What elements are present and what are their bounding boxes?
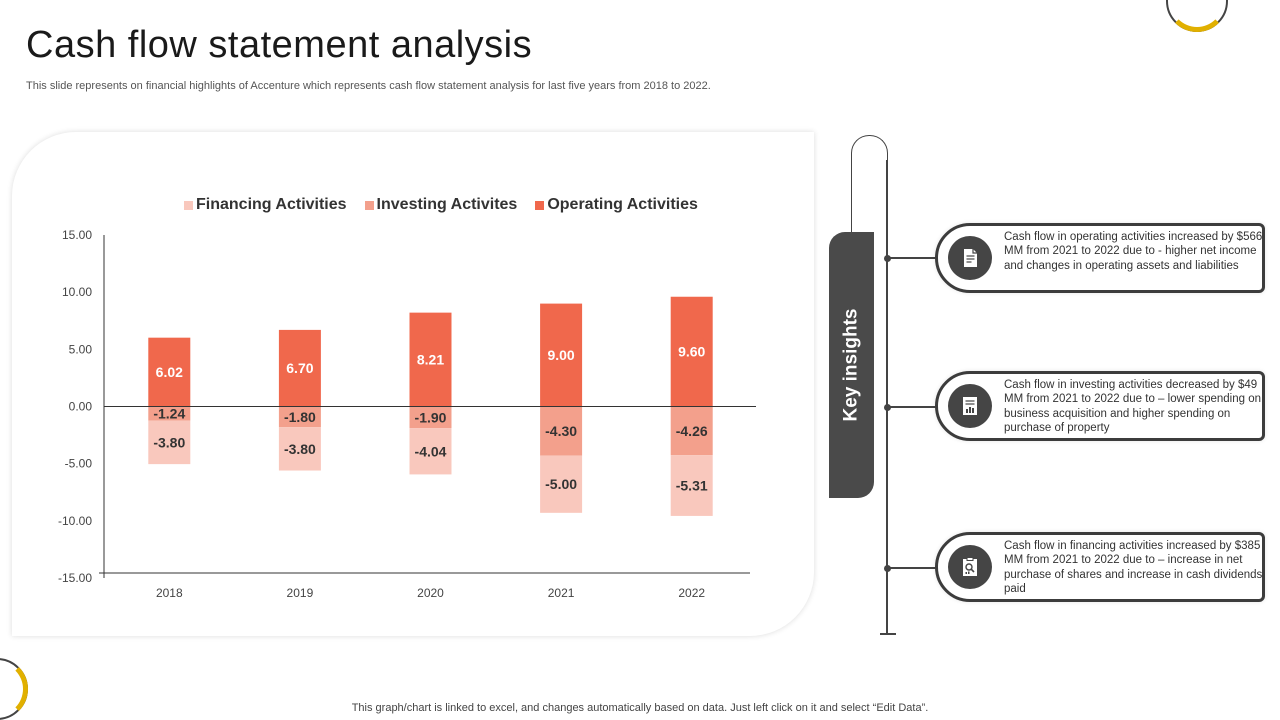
y-tick-label: -15.00 (58, 571, 92, 585)
data-label-investing: -4.26 (676, 423, 708, 439)
timeline-line (886, 160, 888, 634)
insight-card-operating[interactable]: Cash flow in operating activities increa… (935, 223, 1265, 293)
data-label-operating: 8.21 (417, 352, 444, 368)
data-label-investing: -1.80 (284, 409, 316, 425)
document-icon (948, 236, 992, 280)
page-title: Cash flow statement analysis (26, 24, 533, 66)
data-label-financing: -3.80 (284, 441, 316, 457)
timeline-dot-1 (884, 255, 891, 262)
legend-label-operating: Operating Activities (547, 196, 698, 213)
data-label-financing: -4.04 (415, 443, 447, 459)
connector-2 (888, 406, 936, 408)
bar-investing (278, 406, 321, 428)
y-tick-label: 5.00 (69, 342, 93, 356)
data-label-investing: -1.90 (415, 409, 447, 425)
insight-text-operating: Cash flow in operating activities increa… (1004, 231, 1263, 272)
insight-text-financing: Cash flow in financing activities increa… (1004, 540, 1263, 596)
legend-swatch-operating (535, 200, 545, 210)
bar-operating (670, 296, 713, 407)
clipboard-search-icon (948, 545, 992, 589)
bar-investing (409, 406, 452, 429)
bar-operating (278, 329, 321, 407)
insight-card-investing[interactable]: Cash flow in investing activities decrea… (935, 371, 1265, 441)
bar-investing (670, 406, 713, 456)
legend-item-operating: Operating Activities (535, 196, 698, 214)
y-tick-label: 10.00 (62, 285, 92, 299)
bar-operating (148, 337, 191, 407)
x-tick-label: 2019 (287, 586, 314, 600)
data-label-investing: -4.30 (545, 423, 577, 439)
insight-text-investing: Cash flow in investing activities decrea… (1004, 379, 1261, 435)
legend-item-investing: Investing Activites (364, 196, 518, 214)
page-subtitle: This slide represents on financial highl… (26, 80, 711, 92)
footer-note: This graph/chart is linked to excel, and… (351, 702, 929, 714)
timeline-dot-3 (884, 565, 891, 572)
key-insights-heading-wrap: Key insights (829, 232, 874, 498)
data-label-financing: -5.31 (676, 478, 708, 494)
connector-1 (888, 257, 936, 259)
bar-financing (409, 428, 452, 475)
legend-label-financing: Financing Activities (196, 196, 347, 213)
bar-financing (670, 455, 713, 516)
bar-operating (540, 303, 583, 407)
bar-financing (540, 455, 583, 513)
x-tick-label: 2021 (548, 586, 575, 600)
y-tick-label: -10.00 (58, 514, 92, 528)
x-tick-label: 2020 (417, 586, 444, 600)
x-tick-label: 2018 (156, 586, 183, 600)
report-chart-icon (948, 384, 992, 428)
bar-financing (278, 427, 321, 471)
data-label-operating: 9.60 (678, 344, 705, 360)
bar-investing (540, 406, 583, 456)
y-tick-label: 0.00 (69, 400, 93, 414)
key-insights-heading: Key insights (840, 308, 862, 422)
data-label-financing: -5.00 (545, 476, 577, 492)
data-label-investing: -1.24 (153, 406, 185, 422)
bar-financing (148, 420, 191, 465)
legend-swatch-financing (184, 200, 193, 210)
data-label-operating: 6.02 (156, 364, 183, 380)
x-tick-label: 2022 (678, 586, 705, 600)
chart-legend: Financing Activities Investing Activites… (184, 196, 698, 214)
connector-3 (888, 567, 936, 569)
stacked-bar-chart[interactable]: 15.00 10.00 5.00 0.00 -5.00 -10.00 -15.00 6.02 -… (0, 0, 820, 640)
bar-investing (148, 406, 191, 421)
timeline-hook (851, 135, 888, 245)
legend-item-financing: Financing Activities (184, 196, 347, 214)
data-label-operating: 6.70 (286, 360, 313, 376)
decorative-arc-left (0, 658, 28, 720)
timeline-dot-2 (884, 404, 891, 411)
legend-swatch-investing (364, 200, 374, 210)
insight-card-financing[interactable]: Cash flow in financing activities increa… (935, 532, 1265, 602)
key-insights-panel (829, 232, 874, 498)
y-tick-label: 15.00 (62, 228, 92, 242)
timeline-end-cap (880, 633, 896, 635)
decorative-arc-top (1166, 0, 1228, 32)
data-label-operating: 9.00 (547, 347, 574, 363)
bar-operating (409, 312, 452, 407)
legend-label-investing: Investing Activites (376, 196, 518, 213)
data-label-financing: -3.80 (153, 434, 185, 450)
y-tick-label: -5.00 (65, 457, 93, 471)
